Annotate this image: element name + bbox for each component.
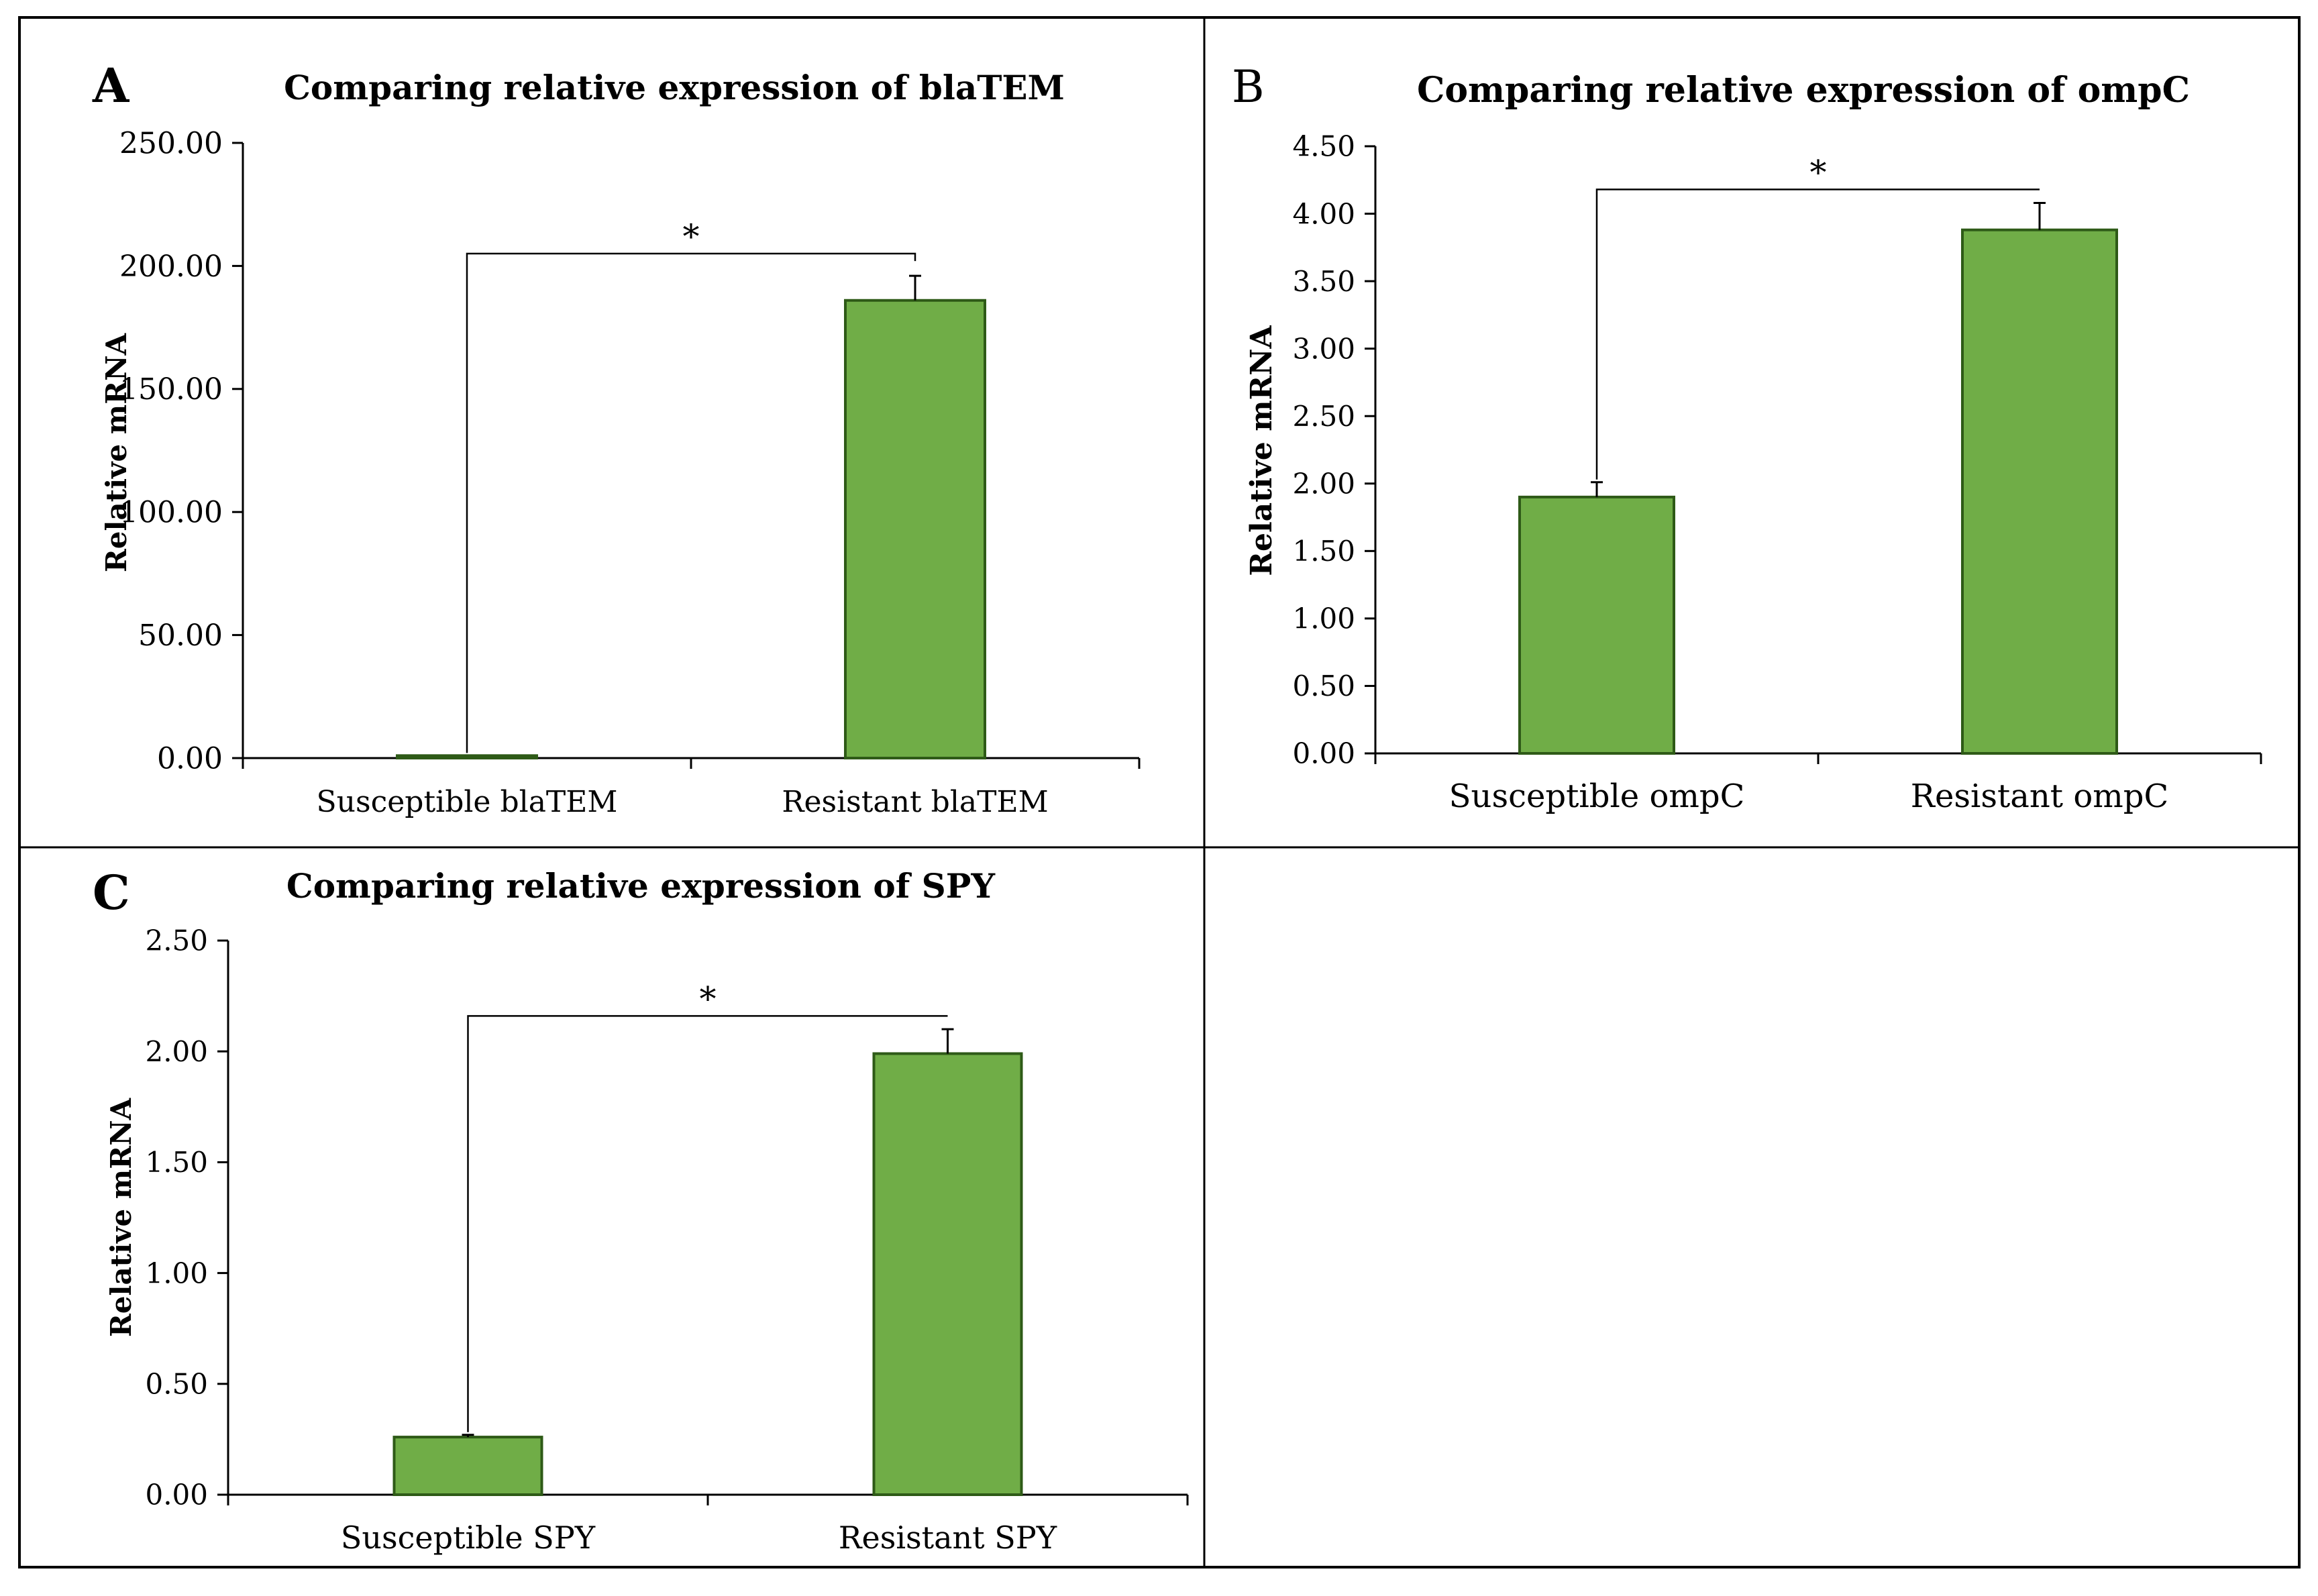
plot-area-c: 0.00 0.50 1.00 1.50 2.00 2.50 Susceptible SPY R…	[145, 924, 1189, 1556]
y-tick-label-b: 4.00	[1292, 197, 1355, 230]
x-category-label-a: Susceptible blaTEM	[317, 785, 618, 819]
y-tick-label-a: 200.00	[119, 250, 223, 284]
y-tick-label-b: 1.00	[1292, 602, 1355, 635]
y-tick-label-c: 2.50	[145, 924, 208, 957]
chart-title-a: Comparing relative expression of blaTEM	[284, 68, 1065, 107]
y-tick-label-a: 0.00	[157, 741, 223, 776]
plot-area-b: 0.00 0.50 1.00 1.50 2.00 2.50 3.00 3.50 4.00 4.50…	[1292, 130, 2262, 815]
y-tick-label-b: 2.00	[1292, 467, 1355, 500]
y-tick-label-c: 0.00	[145, 1479, 208, 1511]
y-tick-label-b: 2.50	[1292, 400, 1355, 433]
x-category-label-b: Resistant ompC	[1911, 778, 2168, 815]
significance-star-c: *	[700, 979, 717, 1018]
significance-bracket-c	[467, 1015, 948, 1432]
figure-frame	[18, 16, 2301, 1568]
y-tick-label-a: 100.00	[119, 496, 223, 530]
chart-title-c: Comparing relative expression of SPY	[286, 866, 996, 906]
x-category-label-c: Susceptible SPY	[341, 1520, 596, 1556]
significance-bracket-a	[466, 252, 916, 753]
bar-c	[872, 1052, 1023, 1496]
y-tick-label-a: 250.00	[119, 126, 223, 160]
plot-area-a: 0.00 50.00 100.00 150.00 200.00 250.00 Suscept…	[119, 126, 1141, 819]
x-category-label-a: Resistant blaTEM	[782, 785, 1048, 819]
bar-b	[1961, 228, 2118, 755]
bar-a	[396, 754, 538, 760]
y-tick-label-b: 3.00	[1292, 332, 1355, 365]
y-tick-label-c: 1.00	[145, 1257, 208, 1289]
y-tick-label-b: 0.00	[1292, 737, 1355, 770]
panel-b: B Comparing relative expression of ompC …	[1232, 61, 2262, 815]
x-category-label-c: Resistant SPY	[839, 1520, 1057, 1556]
y-tick-label-c: 0.50	[145, 1368, 208, 1401]
y-tick-label-a: 150.00	[119, 372, 223, 407]
y-tick-label-b: 0.50	[1292, 670, 1355, 702]
y-tick-label-a: 50.00	[138, 619, 223, 653]
x-category-label-b: Susceptible ompC	[1449, 778, 1745, 815]
panel-label-a: A	[92, 58, 130, 113]
y-tick-label-c: 2.00	[145, 1035, 208, 1068]
significance-bracket-b	[1595, 189, 2040, 480]
panel-a: A Comparing relative expression of blaTE…	[92, 58, 1141, 819]
y-tick-label-b: 1.50	[1292, 535, 1355, 568]
y-tick-label-b: 3.50	[1292, 265, 1355, 298]
significance-star-b: *	[1810, 153, 1827, 192]
bar-b	[1518, 495, 1675, 755]
y-tick-label-b: 4.50	[1292, 130, 1355, 163]
y-axis-label-a: Relative mRNA	[100, 332, 133, 572]
panel-c: C Comparing relative expression of SPY R…	[93, 865, 1189, 1556]
y-axis-label-b: Relative mRNA	[1245, 325, 1279, 576]
panel-label-b: B	[1232, 61, 1265, 113]
significance-star-a: *	[683, 217, 700, 256]
y-axis-label-c: Relative mRNA	[105, 1097, 138, 1337]
panel-label-c: C	[93, 865, 130, 920]
bar-a	[844, 299, 986, 759]
bar-c	[392, 1436, 543, 1496]
y-tick-label-c: 1.50	[145, 1146, 208, 1179]
chart-title-b: Comparing relative expression of ompC	[1417, 70, 2190, 111]
